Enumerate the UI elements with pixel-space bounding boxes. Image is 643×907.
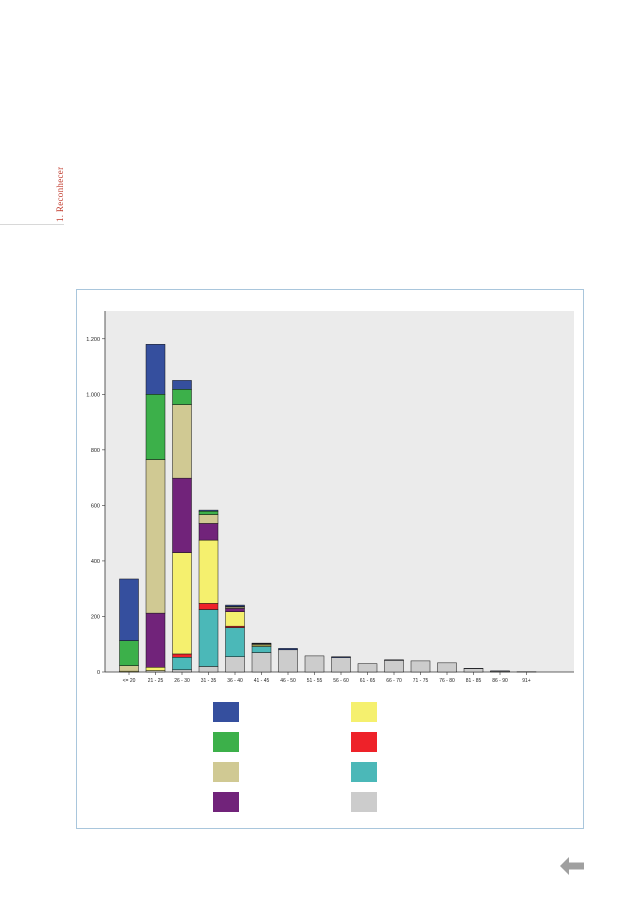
- x-tick-label: 66 - 70: [386, 678, 402, 684]
- bar-segment: [172, 552, 192, 655]
- x-tick-label: 46 - 50: [280, 678, 296, 684]
- back-arrow-icon[interactable]: [558, 855, 586, 877]
- bar-segment: [384, 659, 404, 661]
- bar-segment: [410, 660, 431, 673]
- x-tick-label: 26 - 30: [174, 678, 190, 684]
- bar-segment: [172, 404, 192, 479]
- bar-segment: [198, 514, 219, 524]
- x-tick-label: 61 - 65: [360, 678, 376, 684]
- bar-segment: [331, 657, 351, 673]
- bar-segment: [145, 612, 166, 668]
- y-tick-label: 1.200: [86, 337, 100, 343]
- legend-swatch: [213, 732, 239, 752]
- bar-segment: [357, 663, 378, 673]
- y-tick-label: 600: [91, 503, 100, 509]
- x-tick-label: 91+: [522, 678, 531, 684]
- bar-segment: [304, 655, 325, 673]
- bar-segment: [331, 656, 351, 658]
- x-tick-label: 86 - 90: [492, 678, 508, 684]
- x-tick-label: 71 - 75: [413, 678, 429, 684]
- bar-segment: [119, 640, 139, 666]
- x-tick-label: 41 - 45: [254, 678, 270, 684]
- bar-segment: [145, 344, 166, 395]
- y-tick-label: 400: [91, 559, 100, 565]
- x-tick-label: 31 - 35: [201, 678, 217, 684]
- bar-segment: [145, 394, 166, 460]
- legend-swatch: [351, 702, 377, 722]
- bar-segment: [437, 662, 457, 673]
- bar-segment: [198, 510, 219, 515]
- bar-segment: [384, 660, 404, 673]
- stacked-bar-chart: 0 200 400 600 800 1.000 1.200 <= 20 21 - 25 26 - …: [86, 311, 574, 812]
- x-tick-label: 51 - 55: [307, 678, 323, 684]
- bar-segment: [225, 627, 245, 657]
- bar-segment: [198, 509, 219, 512]
- bar-segment: [172, 653, 192, 658]
- bar-segment: [145, 459, 166, 614]
- bar-segment: [251, 642, 272, 644]
- legend-swatch: [351, 762, 377, 782]
- side-divider: [0, 224, 64, 225]
- section-side-label: 1. Reconhecer: [55, 166, 65, 222]
- bar-segment: [225, 611, 245, 627]
- y-tick-label: 800: [91, 448, 100, 454]
- bar-segment: [145, 667, 166, 671]
- bar-segment: [119, 578, 139, 641]
- bar-segment: [198, 539, 219, 604]
- x-tick-label: 76 - 80: [439, 678, 455, 684]
- bar-segment: [172, 477, 192, 553]
- bar-segment: [463, 668, 484, 673]
- y-tick-label: 0: [97, 670, 100, 676]
- x-tick-label: 56 - 60: [333, 678, 349, 684]
- bar-segment: [225, 608, 245, 612]
- legend-swatch: [213, 762, 239, 782]
- bar-segment: [278, 649, 298, 673]
- x-tick-label: 36 - 40: [227, 678, 243, 684]
- legend-swatch: [213, 702, 239, 722]
- bar-segment: [172, 389, 192, 405]
- bar-segment: [225, 656, 245, 673]
- bar-segment: [251, 646, 272, 653]
- y-tick-label: 200: [91, 614, 100, 620]
- bar-segment: [172, 657, 192, 671]
- chart-frame: 0 200 400 600 800 1.000 1.200 <= 20 21 - 25 26 - …: [76, 289, 584, 829]
- bar-segment: [225, 604, 245, 607]
- bar-segment: [172, 669, 192, 673]
- bar-segment: [198, 666, 219, 673]
- bar-segment: [119, 665, 139, 672]
- x-tick-label: 21 - 25: [148, 678, 164, 684]
- bar-segment: [278, 648, 298, 651]
- bar-segment: [198, 523, 219, 541]
- bar-segment: [251, 652, 272, 673]
- bar-segment: [198, 603, 219, 610]
- x-tick-label: 81 - 85: [466, 678, 482, 684]
- y-tick-label: 1.000: [86, 392, 100, 398]
- x-tick-label: <= 20: [123, 678, 136, 684]
- legend-swatch: [351, 792, 377, 812]
- legend-swatch: [213, 792, 239, 812]
- bar-segment: [198, 609, 219, 667]
- legend-swatch: [351, 732, 377, 752]
- bar-segment: [172, 380, 192, 390]
